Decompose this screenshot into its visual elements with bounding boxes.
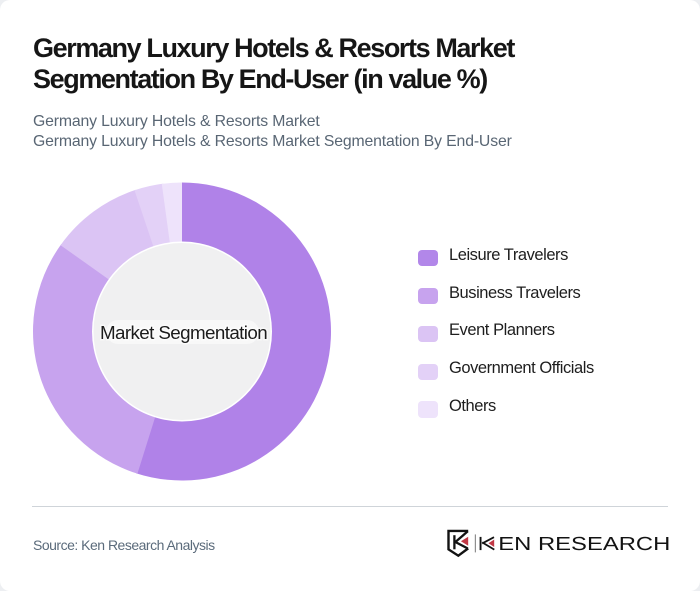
- svg-text:Market Segmentation: Market Segmentation: [100, 322, 267, 343]
- svg-text:EN RESEARCH: EN RESEARCH: [498, 534, 670, 555]
